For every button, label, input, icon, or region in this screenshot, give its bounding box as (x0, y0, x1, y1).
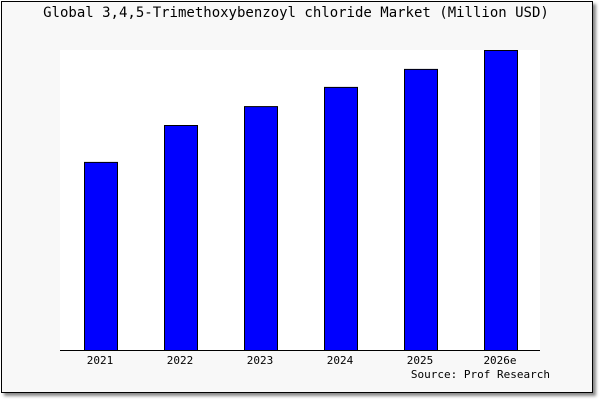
bar-2022 (164, 125, 198, 351)
chart-title: Global 3,4,5-Trimethoxybenzoyl chloride … (43, 5, 549, 21)
bar-2026e (484, 50, 518, 351)
x-tick-label: 2021 (87, 354, 114, 367)
x-tick-label: 2023 (247, 354, 274, 367)
x-tick-label: 2024 (327, 354, 354, 367)
x-tick-label: 2025 (407, 354, 434, 367)
source-label: Source: Prof Research (410, 368, 550, 381)
bar-2023 (244, 106, 278, 351)
plot-area (60, 50, 540, 350)
x-tick-label: 2022 (167, 354, 194, 367)
x-tick-label: 2026e (483, 354, 516, 367)
bar-2024 (324, 86, 358, 352)
bar-2021 (84, 161, 118, 351)
bar-2025 (404, 68, 438, 352)
